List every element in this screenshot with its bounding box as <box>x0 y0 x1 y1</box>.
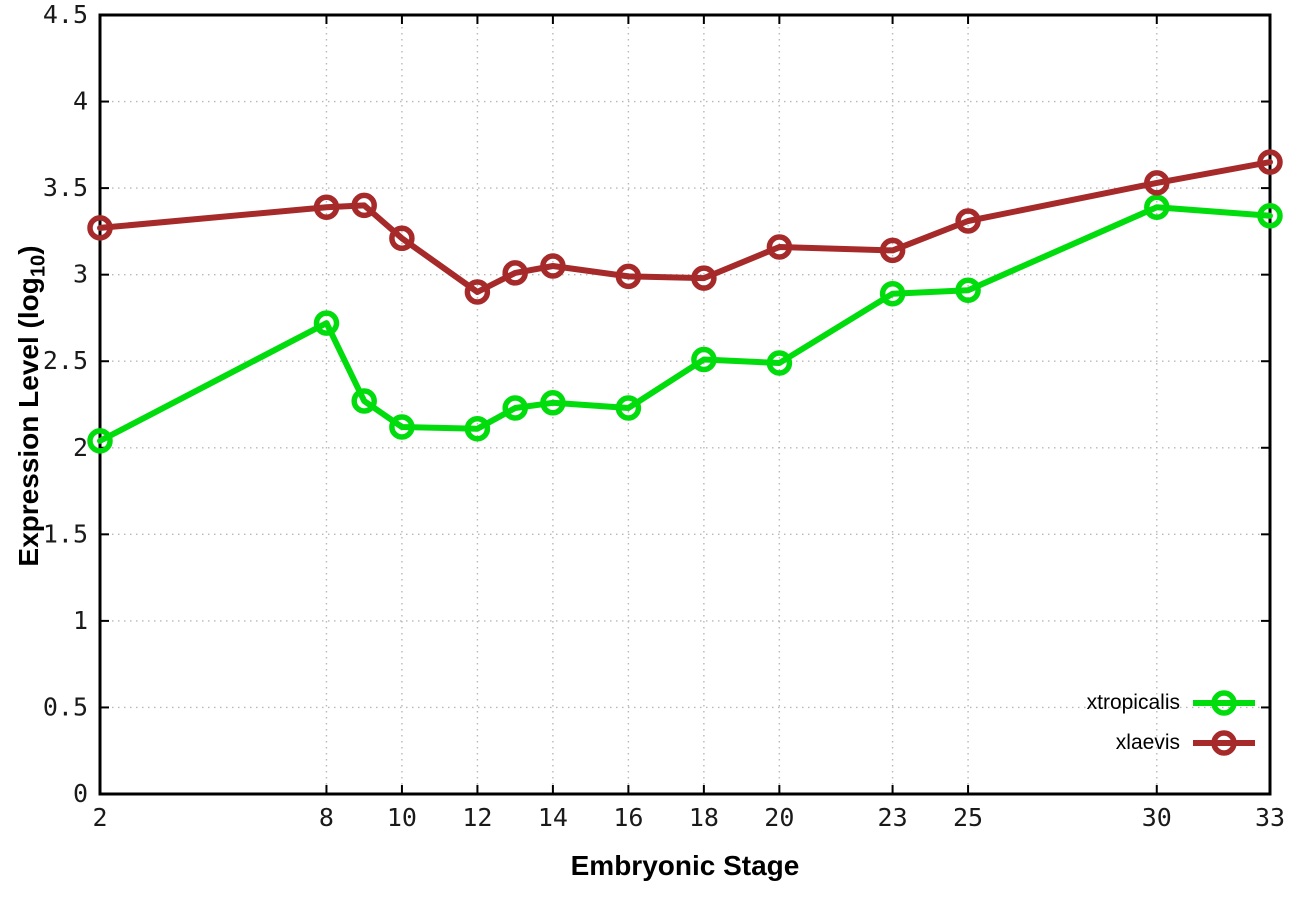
data-point-xlaevis <box>1144 170 1170 196</box>
data-point-xtropicalis <box>1257 203 1283 229</box>
data-point-xtropicalis <box>615 395 642 421</box>
series-line-xlaevis <box>97 159 1273 295</box>
x-tick-label: 25 <box>953 803 983 832</box>
data-point-xtropicalis <box>540 390 566 416</box>
data-point-xtropicalis <box>502 395 528 421</box>
data-point-xtropicalis <box>1144 194 1170 220</box>
y-tick-label: 1 <box>73 606 88 635</box>
y-tick-label: 4 <box>73 87 88 116</box>
y-axis-title-text: Expression Level (log <box>13 277 44 567</box>
y-tick-label: 4.5 <box>43 0 88 29</box>
y-axis-title-subscript: 10 <box>27 254 50 278</box>
data-point-xtropicalis <box>691 346 717 373</box>
data-point-xtropicalis <box>955 277 981 303</box>
data-point-xtropicalis <box>87 428 113 454</box>
series-line-xtropicalis <box>97 204 1273 444</box>
data-point-xtropicalis <box>313 310 340 336</box>
x-axis-title: Embryonic Stage <box>570 850 800 881</box>
x-tick-label: 10 <box>387 803 417 832</box>
legend-label-xlaevis: xlaevis <box>1115 731 1180 754</box>
data-point-xtropicalis <box>879 280 906 307</box>
x-tick-label: 23 <box>878 803 908 832</box>
y-tick-label: 0.5 <box>43 692 88 721</box>
data-point-xlaevis <box>766 234 793 260</box>
y-axis-title: Expression Level (log10) <box>9 106 50 706</box>
data-point-xlaevis <box>351 192 377 219</box>
x-tick-label: 14 <box>538 803 568 832</box>
x-tick-label: 2 <box>92 803 107 832</box>
x-tick-label: 12 <box>462 803 492 832</box>
data-point-xlaevis <box>502 260 528 286</box>
data-point-xlaevis <box>464 279 491 305</box>
x-tick-label: 30 <box>1142 803 1172 832</box>
data-point-xlaevis <box>955 208 981 234</box>
x-tick-label: 8 <box>319 803 334 832</box>
x-tick-label: 16 <box>613 803 643 832</box>
data-point-xtropicalis <box>351 388 377 414</box>
legend-label-xtropicalis: xtropicalis <box>1086 691 1180 714</box>
legend-entry-xtropicalis: xtropicalis <box>1087 683 1258 723</box>
data-point-xtropicalis <box>464 415 491 442</box>
legend-entry-xlaevis: xlaevis <box>1116 723 1258 763</box>
data-point-xlaevis <box>540 253 566 279</box>
data-point-xlaevis <box>1257 149 1283 175</box>
legend: xtropicalis xlaevis <box>1087 683 1258 763</box>
data-point-xlaevis <box>615 263 642 290</box>
x-tick-label: 20 <box>764 803 794 832</box>
y-tick-label: 2 <box>73 433 88 462</box>
data-point-xlaevis <box>389 225 415 252</box>
y-tick-label: 3.5 <box>43 173 88 202</box>
y-tick-label: 1.5 <box>43 519 88 548</box>
data-point-xlaevis <box>87 215 113 241</box>
data-point-xtropicalis <box>389 414 415 440</box>
y-axis-title-suffix: ) <box>13 245 44 255</box>
legend-sample-line-icon <box>1193 730 1255 756</box>
x-tick-label: 18 <box>689 803 719 832</box>
data-point-xtropicalis <box>766 350 793 376</box>
data-point-xlaevis <box>313 194 340 220</box>
legend-sample-line-icon <box>1193 690 1255 716</box>
x-tick-label: 33 <box>1255 803 1285 832</box>
data-point-xlaevis <box>879 237 906 264</box>
data-point-xlaevis <box>691 265 717 291</box>
plot-border <box>98 13 1272 796</box>
y-tick-label: 3 <box>73 260 88 289</box>
y-tick-label: 2.5 <box>43 346 88 375</box>
y-tick-label: 0 <box>73 779 88 808</box>
